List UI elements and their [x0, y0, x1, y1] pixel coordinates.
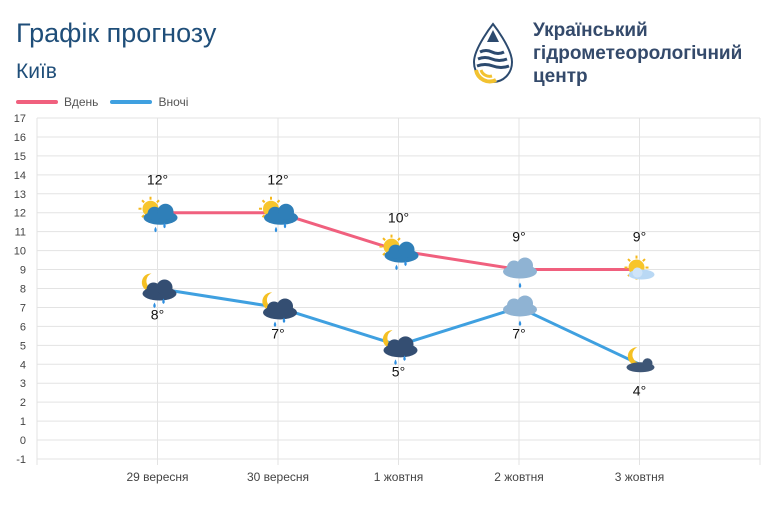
y-tick-label: 0: [20, 435, 26, 447]
day-temp-label: 10°: [388, 210, 409, 226]
y-tick-label: 1: [20, 416, 26, 428]
y-tick-label: 6: [20, 321, 26, 333]
city-name: Київ: [16, 60, 57, 83]
sun-ray: [397, 237, 401, 241]
rain-drop: [395, 264, 398, 271]
cloud-rain-icon: [503, 295, 537, 326]
rain-drop: [163, 222, 166, 229]
cloud-puff: [398, 241, 415, 258]
cloud-puff: [156, 279, 173, 296]
x-tick-label: 3 жовтня: [615, 470, 664, 484]
rain-drop: [153, 302, 156, 308]
y-tick-label: 15: [14, 151, 26, 163]
sun-ray: [261, 199, 266, 204]
moon-shape: [382, 330, 399, 349]
ugmc-logo-icon: [472, 22, 514, 84]
legend-item-night[interactable]: Вночі: [110, 95, 188, 109]
rain-drop: [282, 317, 286, 323]
rain-drop: [274, 226, 278, 233]
org-line-3: центр: [533, 66, 588, 87]
y-tick-label: -1: [16, 454, 26, 466]
rain-drop: [394, 359, 397, 365]
sun-ray: [141, 214, 145, 218]
y-tick-label: 17: [14, 113, 26, 125]
legend-item-day[interactable]: Вдень: [16, 95, 98, 109]
moon-cloud-rain-icon: [382, 330, 418, 365]
sun-ray: [627, 258, 631, 262]
legend-day-swatch: [16, 100, 58, 104]
organization-name: Український гідрометеорологічний центр: [533, 19, 742, 88]
cloud-puff: [642, 358, 653, 369]
sun-cloud-rain-icon: [379, 234, 419, 271]
moon-cloud-icon: [626, 347, 655, 373]
y-tick-label: 7: [20, 302, 26, 314]
night-temp-label: 4°: [633, 382, 646, 398]
y-tick-label: 3: [20, 378, 26, 390]
y-tick-label: 8: [20, 284, 26, 296]
rain-drop: [518, 282, 522, 289]
org-line-2: гідрометеорологічний: [533, 43, 743, 64]
rain-drop: [404, 260, 407, 267]
moon-cloud-rain-icon: [141, 273, 177, 308]
sun-ray: [141, 199, 145, 204]
night-temp-label: 7°: [271, 325, 284, 341]
cloud-puff: [517, 257, 533, 274]
rain-drop: [162, 298, 165, 304]
y-tick-label: 2: [20, 397, 26, 409]
cloud-puff: [277, 298, 293, 315]
rain-drop: [283, 222, 287, 229]
y-tick-label: 14: [14, 170, 26, 182]
day-temp-label: 9°: [633, 229, 646, 245]
y-tick-label: 5: [20, 340, 26, 352]
y-tick-label: 9: [20, 265, 26, 277]
rain-drop: [403, 355, 406, 361]
x-tick-label: 1 жовтня: [374, 470, 423, 484]
y-tick-label: 12: [14, 208, 26, 220]
legend-night-swatch: [110, 100, 153, 104]
day-temp-label: 12°: [267, 172, 288, 188]
night-temp-label: 8°: [151, 307, 164, 323]
sun-ray: [261, 214, 266, 218]
moon-shape: [141, 273, 158, 292]
cloud-rain-icon: [503, 257, 537, 289]
cloud-puff: [278, 203, 294, 220]
y-tick-label: 10: [14, 246, 26, 258]
night-temp-label: 5°: [392, 363, 405, 379]
cloud-puff: [517, 295, 533, 312]
moon-shape: [262, 292, 278, 311]
x-tick-label: 2 жовтня: [494, 470, 543, 484]
rain-drop: [518, 320, 522, 326]
day-temp-label: 9°: [512, 229, 525, 245]
legend-night-label: Вночі: [158, 95, 189, 109]
sun-ray: [276, 199, 281, 204]
sun-cloud-rain-icon: [259, 196, 298, 233]
y-tick-label: 13: [14, 189, 26, 201]
y-tick-label: 4: [20, 359, 26, 371]
y-tick-label: 16: [14, 132, 26, 144]
cloud-puff: [157, 203, 174, 220]
sun-ray: [156, 199, 160, 204]
day-temp-label: 12°: [147, 172, 168, 188]
org-line-1: Український: [533, 20, 648, 41]
cloud-puff: [397, 336, 414, 353]
sun-ray: [382, 252, 386, 256]
sun-ray: [642, 258, 646, 262]
x-tick-label: 30 вересня: [247, 470, 309, 484]
rain-drop: [154, 226, 157, 233]
sun-ray: [382, 237, 386, 241]
moon-shape: [627, 347, 644, 366]
sun-cloud-icon: [624, 255, 655, 280]
night-temp-label: 7°: [512, 325, 525, 341]
y-tick-label: 11: [15, 227, 26, 239]
page-title: Графік прогнозу: [16, 18, 217, 48]
rain-drop: [273, 321, 277, 327]
sun-cloud-rain-icon: [138, 196, 178, 233]
chart-legend: Вдень Вночі: [16, 95, 200, 109]
moon-cloud-rain-icon: [262, 292, 297, 327]
x-tick-label: 29 вересня: [126, 470, 188, 484]
cloud-puff: [632, 267, 643, 278]
legend-day-label: Вдень: [64, 95, 99, 109]
